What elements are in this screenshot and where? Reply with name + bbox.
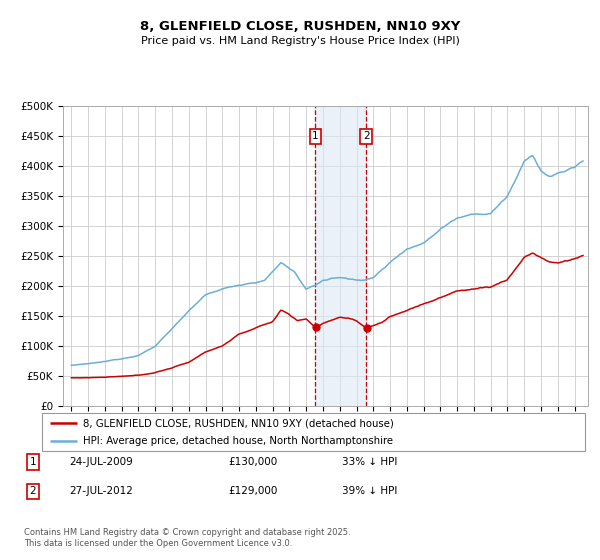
Text: HPI: Average price, detached house, North Northamptonshire: HPI: Average price, detached house, Nort… xyxy=(83,436,393,446)
Text: £129,000: £129,000 xyxy=(228,486,277,496)
Text: Contains HM Land Registry data © Crown copyright and database right 2025.
This d: Contains HM Land Registry data © Crown c… xyxy=(24,528,350,548)
Text: 1: 1 xyxy=(29,457,37,467)
Text: 2: 2 xyxy=(363,132,370,141)
Text: 8, GLENFIELD CLOSE, RUSHDEN, NN10 9XY (detached house): 8, GLENFIELD CLOSE, RUSHDEN, NN10 9XY (d… xyxy=(83,418,394,428)
Text: 24-JUL-2009: 24-JUL-2009 xyxy=(69,457,133,467)
Bar xyxy=(316,106,366,406)
FancyBboxPatch shape xyxy=(42,413,585,451)
Text: 2: 2 xyxy=(29,486,37,496)
Text: £130,000: £130,000 xyxy=(228,457,277,467)
Text: 33% ↓ HPI: 33% ↓ HPI xyxy=(342,457,397,467)
Text: 39% ↓ HPI: 39% ↓ HPI xyxy=(342,486,397,496)
Text: Price paid vs. HM Land Registry's House Price Index (HPI): Price paid vs. HM Land Registry's House … xyxy=(140,36,460,46)
Text: 27-JUL-2012: 27-JUL-2012 xyxy=(69,486,133,496)
Text: 1: 1 xyxy=(312,132,319,141)
Text: 8, GLENFIELD CLOSE, RUSHDEN, NN10 9XY: 8, GLENFIELD CLOSE, RUSHDEN, NN10 9XY xyxy=(140,20,460,32)
